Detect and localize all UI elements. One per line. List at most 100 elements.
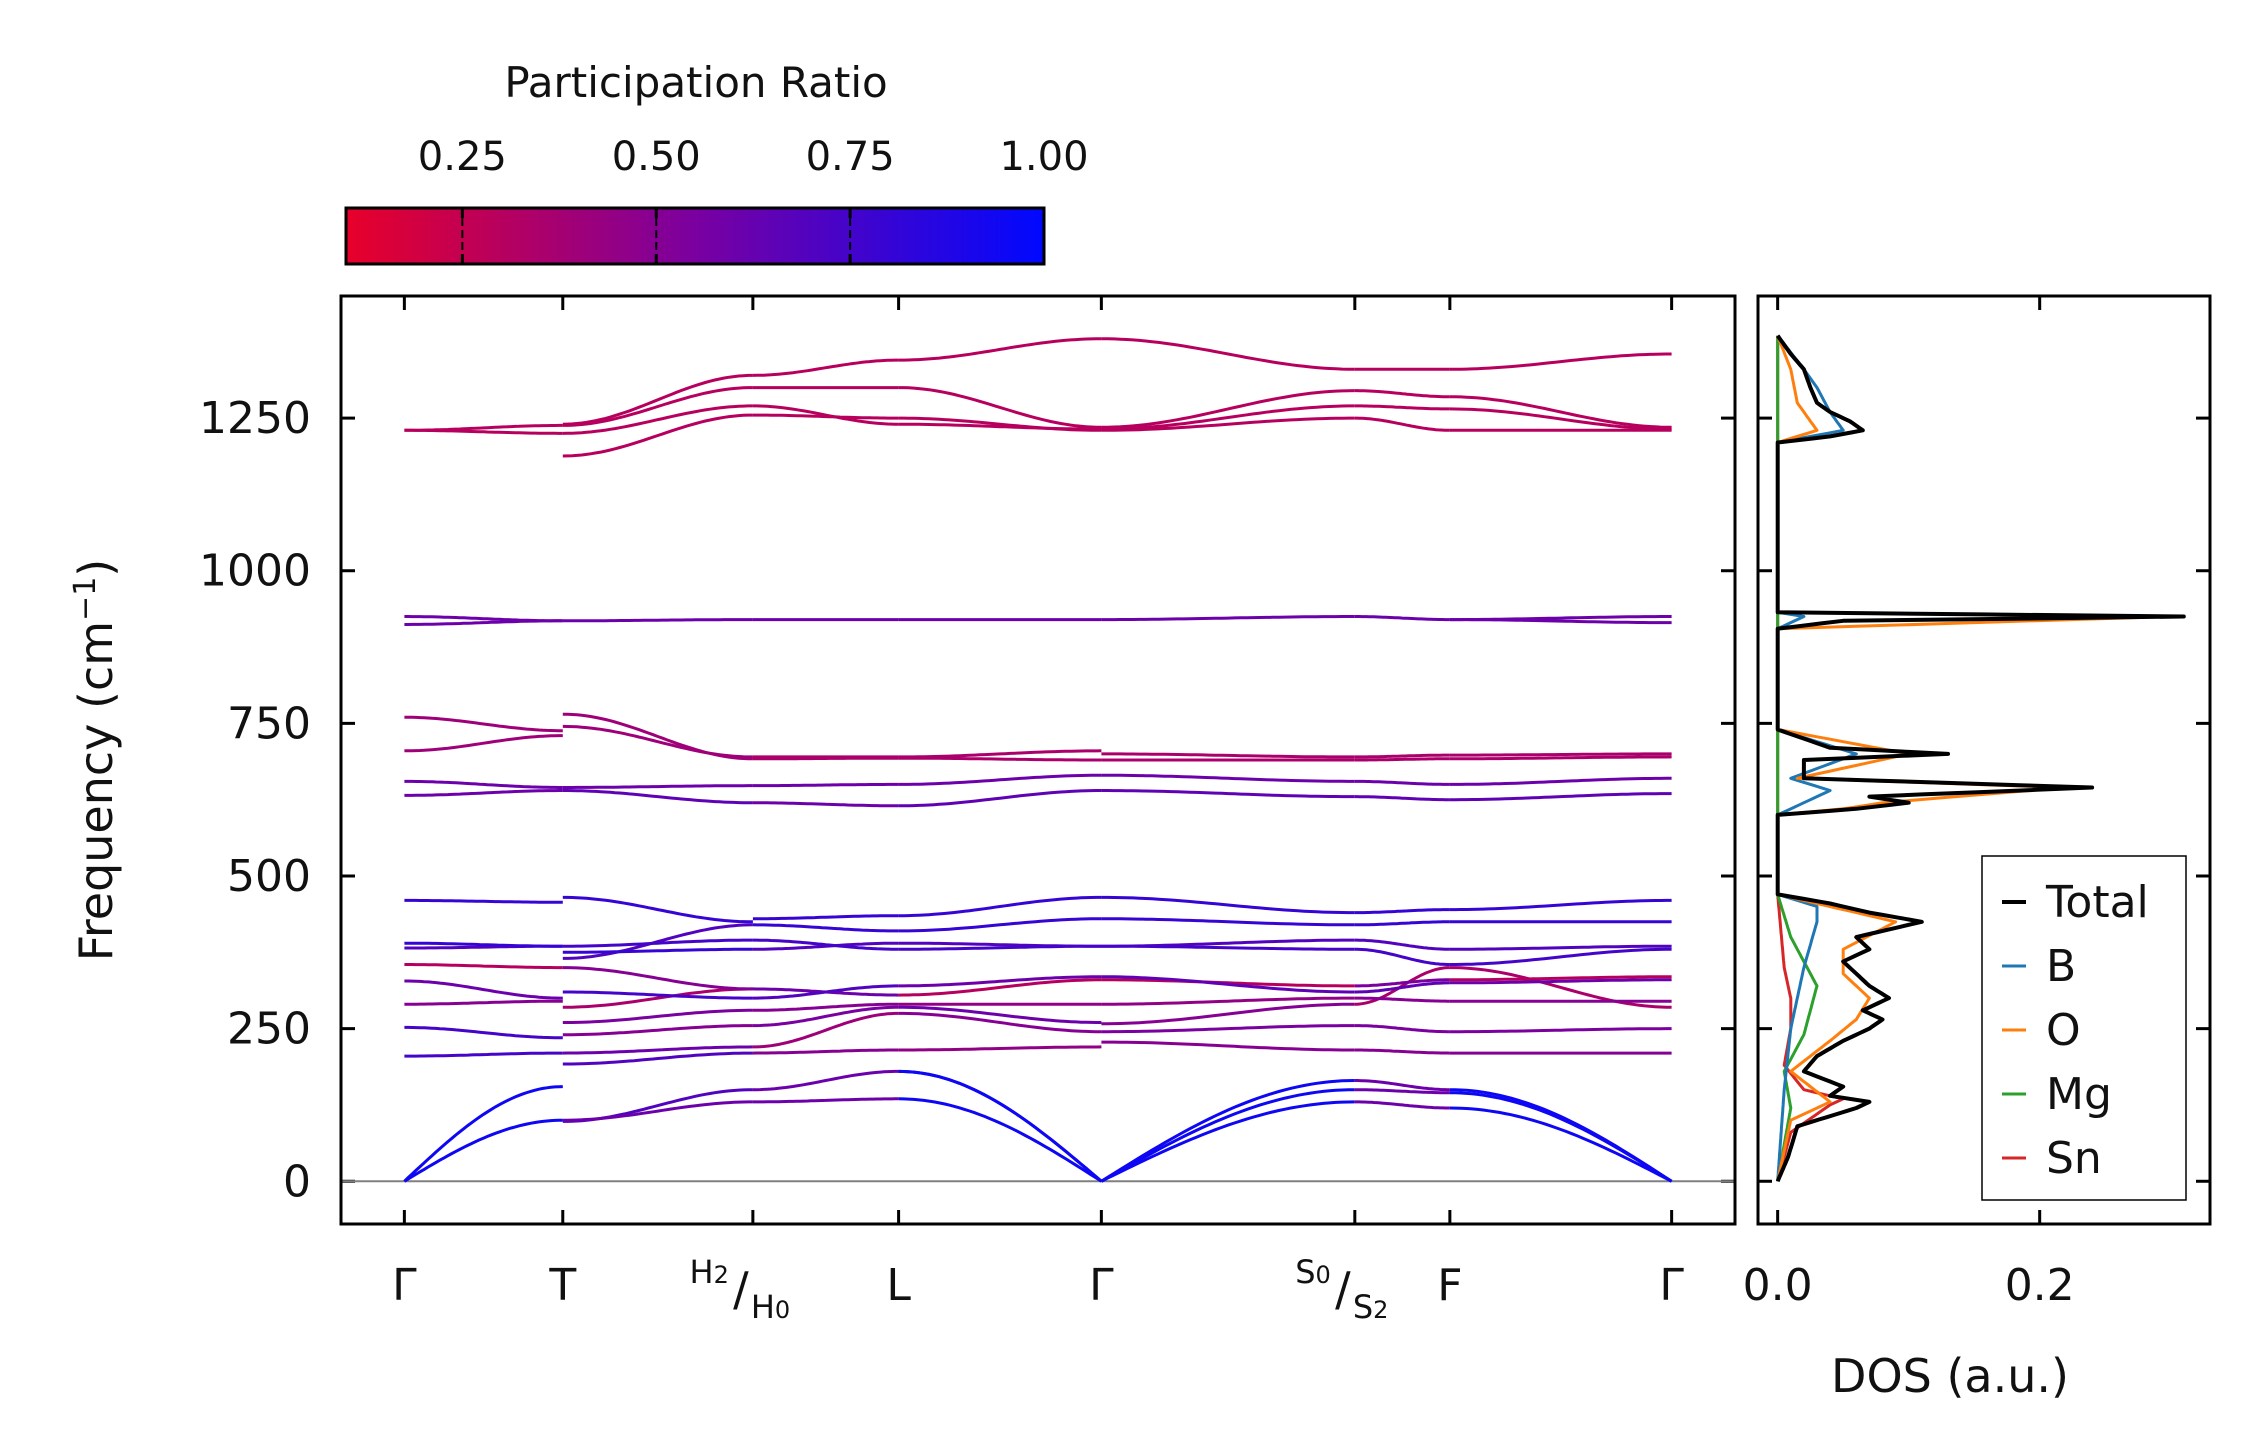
y-axis-title-superscript: −1: [68, 577, 103, 621]
phonon-band-line: [404, 734, 563, 753]
legend-box: [1981, 855, 2187, 1201]
phonon-band-line: [752, 1069, 899, 1092]
phonon-band-line: [403, 1085, 563, 1183]
band-frame: [339, 294, 1737, 1226]
phonon-band-line: [1449, 407, 1672, 431]
legend-item: O: [2002, 1005, 2081, 1056]
phonon-band-line: [1101, 895, 1355, 915]
phonon-band-line: [898, 917, 1102, 933]
legend-item: Total: [2002, 877, 2149, 928]
phonon-band-line: [898, 422, 1102, 431]
phonon-band-line: [1354, 757, 1450, 762]
phonon-band-line: [1101, 404, 1355, 431]
phonon-band-line: [1449, 1027, 1672, 1034]
colorbar-tick-label: 0.50: [612, 134, 701, 180]
y-axis-title: Frequency (cm−1): [68, 559, 124, 962]
phonon-band-line: [562, 618, 753, 623]
phonon-band-line: [752, 782, 899, 788]
phonon-band-line: [1101, 773, 1355, 783]
k-point-label-compound: S0/S2: [1295, 1253, 1388, 1326]
legend-label: Mg: [2046, 1069, 2112, 1120]
phonon-band-line: [562, 413, 753, 458]
y-tick-label: 750: [227, 698, 311, 749]
phonon-band-line: [562, 1008, 753, 1024]
phonon-band-line: [1354, 1079, 1450, 1092]
colorbar-ticks: 0.25 0.50 0.75 1.00: [418, 134, 1089, 264]
phonon-band-line: [404, 941, 563, 948]
dos-x-tick-label: 0.2: [2005, 1260, 2075, 1311]
frequency-tick-labels: 0 250 500 750 1000 1250: [199, 393, 311, 1207]
phonon-band-line: [752, 801, 899, 808]
legend: Total BO Mg Sn: [1981, 855, 2187, 1201]
y-axis-title-main: Frequency (cm: [69, 621, 123, 961]
phonon-band-line: [562, 966, 753, 991]
k-point-label-upper-index: 2: [714, 1261, 729, 1289]
phonon-band-line: [1449, 1106, 1673, 1183]
phonon-band-line: [898, 789, 1102, 808]
phonon-band-line: [898, 1011, 1102, 1034]
phonon-band-line: [752, 938, 899, 951]
k-point-label-upper-index: 0: [1316, 1261, 1331, 1289]
phonon-band-line: [562, 724, 753, 759]
phonon-band-line: [404, 963, 563, 970]
phonon-band-line: [1449, 352, 1672, 371]
phonon-band-line: [898, 944, 1102, 951]
phonon-band-line: [1101, 996, 1355, 1006]
phonon-band-line: [1449, 1091, 1673, 1183]
dos-panel: 0.0 0.2 DOS (a.u.) Total BO Mg Sn: [1743, 294, 2212, 1403]
legend-item: Mg: [2002, 1069, 2112, 1120]
phonon-band-line: [1354, 1088, 1450, 1095]
phonon-band-line: [404, 999, 563, 1006]
phonon-band-line: [562, 990, 753, 1000]
k-point-label-upper: H2: [690, 1253, 729, 1291]
k-point-label-lower: S2: [1353, 1288, 1389, 1326]
phonon-band-line: [562, 1045, 753, 1055]
k-point-label: Γ: [1659, 1260, 1684, 1311]
phonon-band-line: [1101, 975, 1355, 994]
dos-curve-total: [1775, 334, 2186, 1183]
phonon-band-line: [1101, 1040, 1355, 1052]
phonon-band-line: [1354, 920, 1450, 927]
y-axis-title-close: ): [69, 559, 123, 577]
phonon-band-line: [1449, 792, 1672, 802]
phonon-band-line: [562, 938, 753, 948]
phonon-band-line: [562, 712, 753, 761]
phonon-band-line: [404, 1025, 563, 1040]
phonon-band-line: [1354, 908, 1450, 915]
dos-axis-ticks: [1758, 296, 2210, 1224]
phonon-band-line: [752, 923, 899, 933]
phonon-band-line: [1354, 615, 1450, 622]
phonon-band-line: [562, 386, 753, 427]
phonon-band-line: [562, 784, 753, 789]
phonon-band-line: [1354, 1048, 1450, 1055]
phonon-band-line: [1101, 1024, 1355, 1034]
phonon-band-line: [1354, 795, 1450, 802]
phonon-band-line: [404, 979, 563, 1000]
phonon-band-line: [752, 1002, 899, 1012]
colorbar-gradient: [344, 206, 1046, 266]
dos-x-tick-label: 0.0: [1743, 1260, 1813, 1311]
k-point-label-upper: S0: [1295, 1253, 1331, 1291]
phonon-band-line: [752, 358, 899, 377]
y-tick-label: 0: [283, 1156, 311, 1207]
phonon-band-line: [1101, 615, 1355, 622]
phonon-band-line: [562, 404, 753, 435]
kpath-labels: Γ T H2/H0 L Γ S0/S2 F Γ: [392, 1253, 1684, 1326]
phonon-band-line: [1101, 752, 1355, 759]
phonon-band-line: [1354, 389, 1450, 399]
phonon-band-line: [898, 1097, 1103, 1183]
phonon-band-line: [1354, 938, 1450, 951]
phonon-band-line: [752, 1011, 899, 1049]
phonon-band-line: [1449, 978, 1672, 985]
colorbar-tick-label: 0.25: [418, 134, 507, 180]
k-point-label-slash: /: [733, 1262, 749, 1316]
phonon-band-line: [1449, 755, 1672, 761]
phonon-band-line: [1354, 1024, 1450, 1034]
dos-tick-labels: 0.0 0.2: [1743, 1260, 2075, 1311]
phonon-band-line: [898, 756, 1102, 762]
phonon-band-line: [562, 1100, 753, 1122]
phonon-band-line: [1449, 395, 1672, 429]
phonon-band-line: [1101, 337, 1355, 371]
